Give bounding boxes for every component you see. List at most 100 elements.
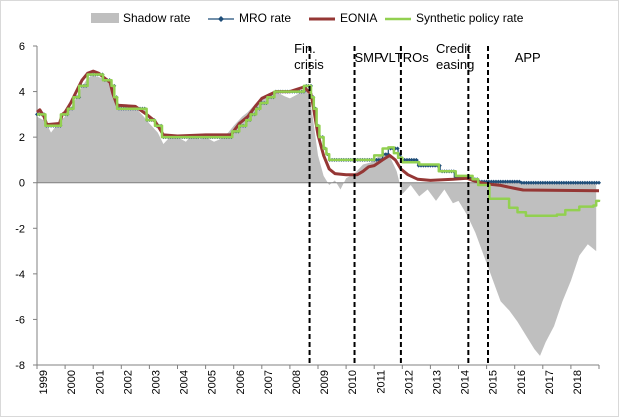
x-tick-label: 2001 [94,370,106,394]
mro-rate-marker [564,180,569,185]
mro-rate-marker [414,157,419,162]
x-tick-label: 2000 [66,370,78,394]
y-tick-label: 0 [19,178,25,190]
mro-rate-marker [503,179,508,184]
mro-rate-marker [543,180,548,185]
annotation-fin_crisis: crisis [294,57,324,72]
legend-label-synthetic-policy-rate: Synthetic policy rate [416,11,524,25]
x-tick-label: 2013 [431,370,443,394]
mro-rate-marker [383,152,388,157]
x-tick-label: 2002 [122,370,134,394]
y-tick-label: -8 [15,360,25,372]
y-tick-label: 6 [19,41,25,53]
mro-rate-marker [575,180,580,185]
mro-rate-marker [493,179,498,184]
x-tick-label: 2017 [544,370,556,394]
mro-rate-marker [529,180,534,185]
mro-rate-marker [538,180,543,185]
legend: Shadow rate MRO rate EONIA Synthetic policy… [91,11,524,25]
mro-rate-marker [374,157,379,162]
mro-rate-marker [580,180,585,185]
y-tick-label: -2 [15,223,25,235]
mro-rate-marker [597,180,601,185]
annotation-app: APP [515,50,541,65]
mro-rate-marker [515,179,520,184]
mro-rate-marker [526,180,531,185]
y-tick-label: -4 [15,269,25,281]
mro-rate-marker [550,180,555,185]
x-tick-label: 2003 [150,370,162,394]
mro-rate-marker [531,180,536,185]
x-tick-label: 2008 [291,370,303,394]
mro-rate-marker [547,180,552,185]
mro-rate-marker [585,180,590,185]
mro-rate-marker [589,180,594,185]
mro-rate-marker [404,157,409,162]
mro-rate-marker [409,157,414,162]
mro-rate-marker [587,180,592,185]
mro-rate-marker [554,180,559,185]
x-tick-label: 2014 [460,370,472,394]
event-lines-layer [308,46,490,365]
synthetic-policy-rate-line [37,73,601,218]
mro-rate-marker [582,180,587,185]
mro-rate-marker [402,157,407,162]
mro-rate-marker [536,180,541,185]
mro-rate-marker [594,180,599,185]
mro-rate-marker [571,180,576,185]
mro-rate-marker [545,180,550,185]
mro-rate-marker [500,179,505,184]
annotation-smp: SMP [355,50,383,65]
mro-rate-marker [512,179,517,184]
mro-rate-marker [524,180,529,185]
mro-rate-marker [568,180,573,185]
x-tick-label: 2009 [319,370,331,394]
x-tick-label: 2007 [263,370,275,394]
mro-rate-marker [407,157,412,162]
legend-label-eonia: EONIA [340,11,377,25]
x-tick-label: 2006 [235,370,247,394]
mro-rate-marker [510,179,515,184]
mro-rate-marker [522,180,527,185]
mro-rate-marker [561,180,566,185]
y-tick-label: -6 [15,314,25,326]
annotation-credit_easing: easing [436,57,474,72]
mro-rate-marker [491,179,496,184]
shadow-rate-area [37,75,597,356]
x-tick-label: 2016 [516,370,528,394]
legend-label-shadow-rate: Shadow rate [123,11,191,25]
mro-rate-marker [496,179,501,184]
axes-layer: -8 -6 -4 -2 0 2 4 6 1999 2000 2001 2002 2003 2004 2005… [15,41,600,394]
mro-rate-marker [578,180,583,185]
mro-rate-marker [395,146,400,151]
x-tick-label: 2018 [572,370,584,394]
mro-rate-marker [540,180,545,185]
legend-label-mro-rate: MRO rate [239,11,291,25]
mro-rate-marker [489,179,494,184]
mro-rate-marker [412,157,417,162]
mro-rate-marker [566,180,571,185]
y-tick-label: 2 [19,132,25,144]
y-tick-label: 4 [19,87,25,99]
mro-rate-marker [557,180,562,185]
mro-rate-marker [573,180,578,185]
mro-rate-marker [533,180,538,185]
mro-rate-marker [519,180,524,185]
x-tick-label: 2005 [207,370,219,394]
annotation-vltros: VLTROs [380,50,429,65]
x-tick-label: 2011 [375,370,387,394]
x-tick-label: 2010 [347,370,359,394]
series-lines-layer [35,69,601,218]
x-tick-label: 2015 [488,370,500,394]
mro-rate-marker [508,179,513,184]
x-tick-label: 2004 [179,370,191,394]
annotation-credit_easing: Credit [436,41,471,56]
legend-swatch-shadow-rate [91,13,119,23]
legend-marker-mro-rate [218,16,224,22]
mro-rate-marker [552,180,557,185]
x-tick-label: 1999 [38,370,50,394]
mro-rate-marker [559,180,564,185]
